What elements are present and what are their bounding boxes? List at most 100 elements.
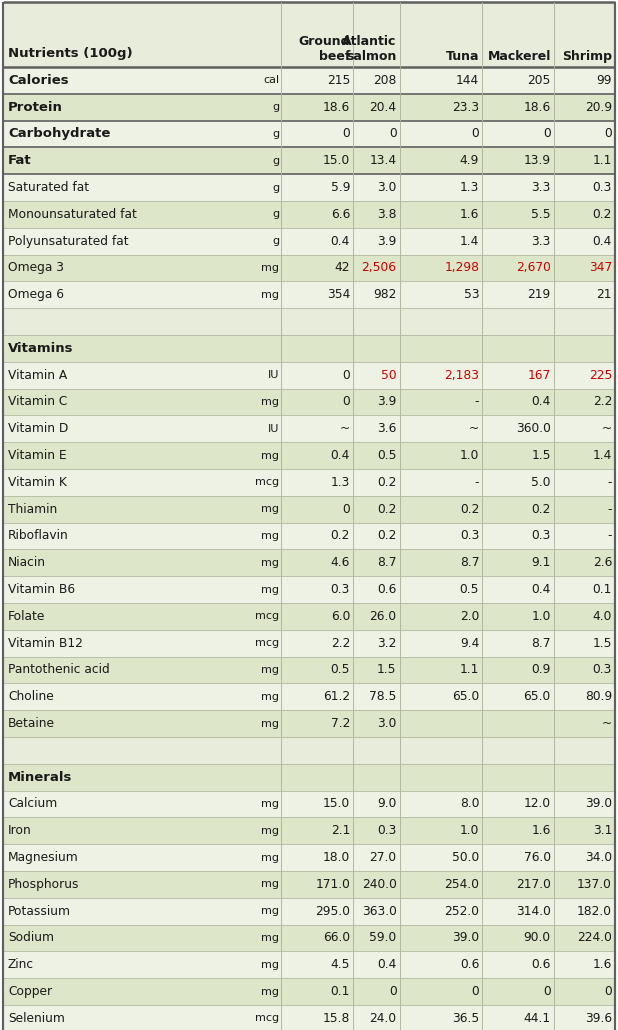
Text: 0.2: 0.2 [377, 529, 397, 543]
Text: 65.0: 65.0 [523, 690, 551, 703]
Bar [3, 737, 615, 764]
Bar [3, 281, 615, 308]
Text: 50: 50 [381, 369, 397, 382]
Text: 0: 0 [604, 128, 612, 140]
Bar [3, 415, 615, 442]
Text: Potassium: Potassium [8, 904, 71, 918]
Text: Vitamin E: Vitamin E [8, 449, 67, 462]
Text: 0: 0 [389, 985, 397, 998]
Text: 8.0: 8.0 [460, 797, 479, 811]
Text: g: g [273, 182, 279, 193]
Text: 225: 225 [588, 369, 612, 382]
Text: 1.6: 1.6 [460, 208, 479, 220]
Text: 3.0: 3.0 [377, 181, 397, 194]
Text: 3.3: 3.3 [531, 235, 551, 247]
Text: 0: 0 [472, 128, 479, 140]
Text: ~: ~ [602, 717, 612, 730]
Text: Selenium: Selenium [8, 1011, 65, 1025]
Text: 23.3: 23.3 [452, 101, 479, 113]
Bar [3, 201, 615, 228]
Text: IU: IU [268, 370, 279, 380]
Text: 26.0: 26.0 [370, 610, 397, 623]
Text: 5.9: 5.9 [331, 181, 350, 194]
Text: 240.0: 240.0 [362, 878, 397, 891]
Text: 61.2: 61.2 [323, 690, 350, 703]
Text: mg: mg [261, 799, 279, 809]
Bar [3, 711, 615, 737]
Text: ~: ~ [602, 422, 612, 436]
Text: 295.0: 295.0 [315, 904, 350, 918]
Text: Vitamin A: Vitamin A [8, 369, 67, 382]
Bar [3, 254, 615, 281]
Text: 1,298: 1,298 [444, 262, 479, 275]
Text: 39.0: 39.0 [585, 797, 612, 811]
Text: 15.0: 15.0 [323, 154, 350, 167]
Text: Calories: Calories [8, 74, 69, 87]
Text: 217.0: 217.0 [516, 878, 551, 891]
Text: mcg: mcg [255, 1014, 279, 1024]
Text: Magnesium: Magnesium [8, 851, 78, 864]
Text: 3.2: 3.2 [377, 637, 397, 650]
Text: 0.3: 0.3 [460, 529, 479, 543]
Text: ~: ~ [340, 422, 350, 436]
Text: 13.4: 13.4 [370, 154, 397, 167]
Text: 1.0: 1.0 [460, 449, 479, 462]
Text: 66.0: 66.0 [323, 931, 350, 945]
Text: mg: mg [261, 289, 279, 300]
Bar [3, 925, 615, 952]
Bar [3, 898, 615, 925]
Bar [3, 308, 615, 335]
Bar [3, 818, 615, 845]
Text: mg: mg [261, 880, 279, 889]
Text: 2,506: 2,506 [362, 262, 397, 275]
Text: mg: mg [261, 665, 279, 675]
Text: Fat: Fat [8, 154, 32, 167]
Text: 2.1: 2.1 [331, 824, 350, 837]
Text: 0.2: 0.2 [331, 529, 350, 543]
Text: Vitamins: Vitamins [8, 342, 74, 355]
Text: 0.4: 0.4 [593, 235, 612, 247]
Text: Phosphorus: Phosphorus [8, 878, 80, 891]
Text: 18.6: 18.6 [323, 101, 350, 113]
Text: 215: 215 [327, 74, 350, 87]
Text: 3.3: 3.3 [531, 181, 551, 194]
Text: 12.0: 12.0 [523, 797, 551, 811]
Text: mg: mg [261, 585, 279, 594]
Text: Vitamin C: Vitamin C [8, 396, 67, 409]
Text: 0.4: 0.4 [331, 235, 350, 247]
Text: g: g [273, 156, 279, 166]
Text: Polyunsaturated fat: Polyunsaturated fat [8, 235, 129, 247]
Bar [3, 2, 615, 67]
Bar [3, 362, 615, 388]
Text: 0.4: 0.4 [531, 396, 551, 409]
Text: 1.6: 1.6 [531, 824, 551, 837]
Text: 0.6: 0.6 [531, 958, 551, 971]
Text: 9.0: 9.0 [377, 797, 397, 811]
Text: 0.2: 0.2 [377, 503, 397, 516]
Bar [3, 764, 615, 791]
Bar [3, 791, 615, 818]
Bar [3, 603, 615, 629]
Text: Riboflavin: Riboflavin [8, 529, 69, 543]
Text: 15.0: 15.0 [323, 797, 350, 811]
Text: -: - [475, 476, 479, 489]
Text: 9.4: 9.4 [460, 637, 479, 650]
Text: 224.0: 224.0 [577, 931, 612, 945]
Text: 0: 0 [604, 985, 612, 998]
Text: 0.4: 0.4 [377, 958, 397, 971]
Text: 20.4: 20.4 [370, 101, 397, 113]
Bar [3, 228, 615, 254]
Bar [3, 174, 615, 201]
Text: 6.0: 6.0 [331, 610, 350, 623]
Text: cal: cal [263, 75, 279, 85]
Text: mg: mg [261, 397, 279, 407]
Text: 0.1: 0.1 [331, 985, 350, 998]
Text: 13.9: 13.9 [523, 154, 551, 167]
Text: 1.5: 1.5 [377, 663, 397, 677]
Text: Thiamin: Thiamin [8, 503, 57, 516]
Text: 18.0: 18.0 [323, 851, 350, 864]
Text: 36.5: 36.5 [452, 1011, 479, 1025]
Text: 171.0: 171.0 [315, 878, 350, 891]
Bar [3, 978, 615, 1005]
Text: 6.6: 6.6 [331, 208, 350, 220]
